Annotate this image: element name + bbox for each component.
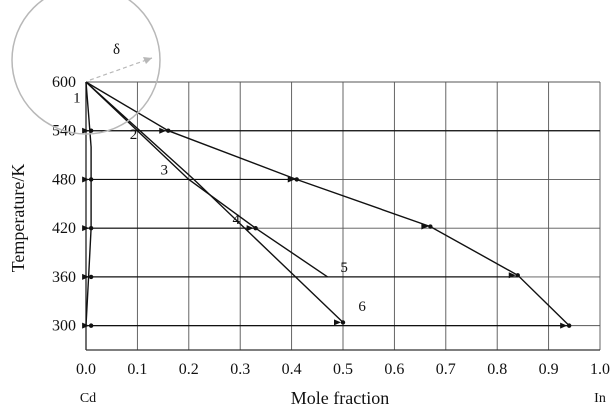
callout-pointer-line	[89, 57, 153, 81]
marker-arrow	[82, 127, 90, 134]
x-tick-label: 0.7	[436, 361, 456, 378]
y-tick-label: 480	[52, 171, 76, 188]
marker-arrow	[82, 176, 90, 183]
y-tick-label: 420	[52, 220, 76, 237]
marker-point	[88, 128, 94, 133]
x-tick-label: 0.2	[179, 361, 199, 378]
marker-arrow	[82, 273, 90, 280]
magnifier-circle	[11, 0, 161, 135]
x-tick-label: 0.3	[230, 361, 250, 378]
tick-labels: 0.0 0.1 0.2 0.3 0.4 0.5 0.6 0.7 0.8 0.9 1.0 300 360 4…	[52, 74, 610, 378]
marker-point	[88, 274, 94, 280]
marker-point	[88, 177, 94, 182]
marker-arrow	[82, 322, 90, 329]
x-tick-label: 0.8	[487, 361, 507, 378]
marker-point	[428, 224, 433, 229]
marker-point	[166, 128, 171, 133]
x-tick-label: 0.5	[333, 361, 353, 378]
y-tick-label: 360	[52, 269, 76, 286]
marker-point	[515, 273, 520, 278]
marker-arrow	[334, 319, 341, 326]
x-tick-label: 0.1	[127, 361, 147, 378]
curve-annotation: 1	[73, 90, 81, 106]
x-end-label-right: In	[594, 391, 606, 406]
y-axis-label: Temperature/K	[8, 164, 28, 273]
x-tick-label: 0.4	[282, 361, 302, 378]
x-tick-label: 0.6	[384, 361, 404, 378]
series-line-1	[85, 81, 92, 326]
series-line-4	[85, 81, 570, 327]
data-markers	[82, 127, 572, 329]
marker-arrow	[421, 223, 429, 230]
marker-arrow	[508, 272, 516, 279]
series-lines	[85, 81, 570, 327]
tie-lines	[86, 130, 600, 327]
curve-annotation: 5	[340, 260, 348, 276]
annotations: 1 2 3 4 5 6	[73, 90, 366, 315]
curve-annotation: 4	[232, 212, 240, 228]
marker-point	[340, 320, 346, 325]
x-end-label-left: Cd	[80, 391, 96, 406]
series-line-3	[85, 81, 344, 323]
x-axis-label: Mole fraction	[291, 388, 389, 408]
marker-point	[294, 177, 299, 182]
marker-arrow	[287, 176, 295, 183]
y-tick-label: 300	[52, 318, 76, 335]
y-tick-label: 600	[52, 74, 76, 91]
callout-arrowhead	[143, 57, 152, 64]
curve-annotation: 3	[161, 163, 169, 179]
marker-point	[88, 225, 94, 231]
x-tick-label: 0.9	[539, 361, 559, 378]
grid	[85, 81, 601, 351]
curve-annotation: 2	[130, 127, 138, 143]
marker-arrow	[82, 225, 90, 232]
x-tick-label: 0.0	[76, 361, 96, 378]
marker-arrow	[560, 322, 568, 329]
series-line-2	[85, 81, 328, 278]
curve-annotation: 6	[358, 299, 366, 315]
marker-arrow	[246, 225, 254, 232]
marker-point	[88, 323, 94, 328]
marker-point	[253, 225, 258, 231]
marker-point	[566, 323, 572, 328]
callout-label: δ	[113, 42, 120, 58]
magnifier-callout: δ	[11, 0, 161, 135]
marker-arrow	[159, 127, 167, 134]
x-tick-label: 1.0	[590, 361, 610, 378]
